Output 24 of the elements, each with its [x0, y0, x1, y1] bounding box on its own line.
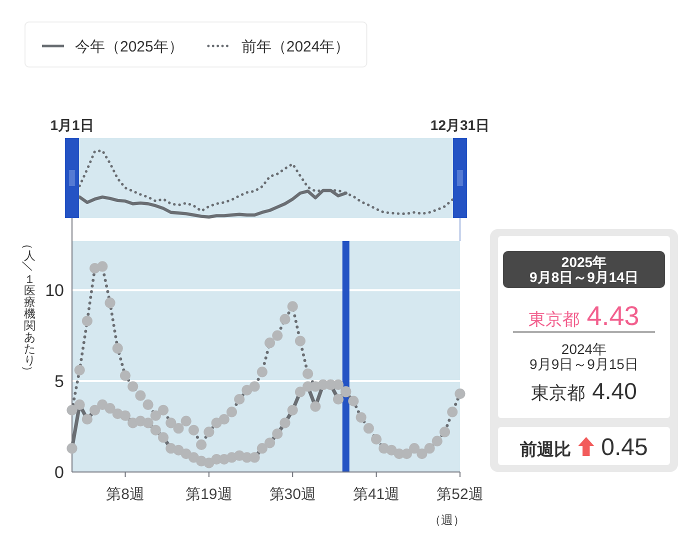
- text: 2025年: [561, 254, 607, 270]
- text: 前週比: [519, 440, 572, 459]
- x-tick-label: 第41週: [352, 486, 400, 503]
- text: 0.45: [601, 434, 648, 461]
- y-tick-label: 10: [45, 281, 64, 300]
- y-tick-label: 0: [54, 463, 64, 482]
- x-tick-label: 第30週: [269, 486, 316, 503]
- text: 2024年: [561, 341, 607, 357]
- legend-label: 今年（2025年）: [75, 38, 184, 56]
- legend-label: 前年（2024年）: [241, 38, 350, 56]
- text: 東京都: [528, 310, 580, 329]
- text: 9月9日～9月15日: [530, 356, 638, 372]
- x-axis-title: （週）: [429, 513, 465, 527]
- y-tick-label: 5: [54, 372, 64, 392]
- text: 4.43: [586, 301, 640, 331]
- x-tick-label: 1月1日: [50, 117, 94, 133]
- text: 東京都: [531, 383, 586, 403]
- x-tick-label: 第52週: [436, 486, 484, 503]
- x-tick-label: 12月31日: [430, 117, 490, 133]
- x-tick-label: 第19週: [186, 486, 232, 503]
- text: 9月8日～9月14日: [530, 269, 638, 285]
- text: 4.40: [592, 378, 637, 404]
- text: （人／１医療機関あたり）: [21, 238, 36, 378]
- x-tick-label: 第8週: [106, 486, 144, 503]
